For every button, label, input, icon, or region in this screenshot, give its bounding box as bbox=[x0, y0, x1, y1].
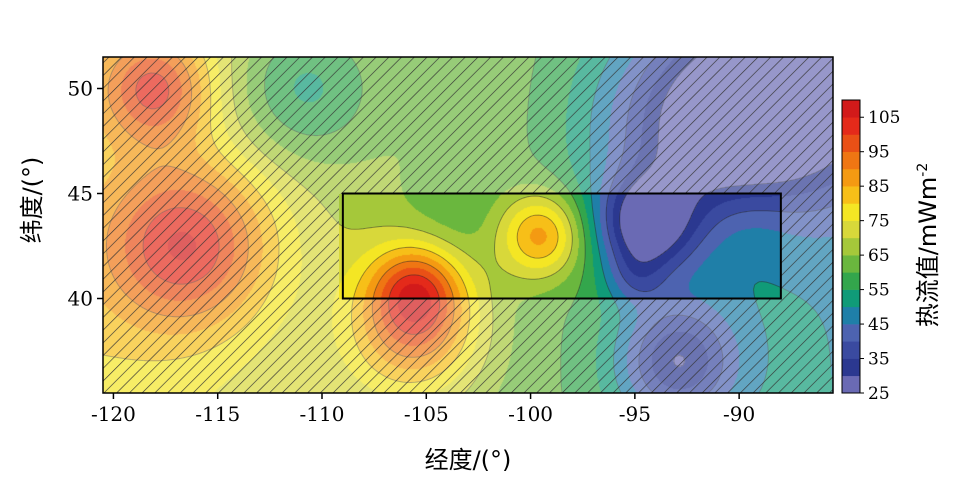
colorbar-segment bbox=[842, 186, 860, 204]
colorbar-tick-label: 105 bbox=[868, 108, 900, 128]
y-axis: 40 45 50 bbox=[68, 77, 103, 311]
y-tick-label: 40 bbox=[68, 287, 93, 311]
x-tick-label: -115 bbox=[195, 402, 240, 426]
x-axis: -120 -115 -110 -105 -100 -95 -90 bbox=[91, 393, 755, 426]
plot-frame bbox=[102, 56, 834, 394]
colorbar: 25 35 45 55 65 75 85 95 105 bbox=[841, 99, 900, 404]
y-tick-label: 45 bbox=[68, 182, 93, 206]
plot-area bbox=[102, 56, 834, 394]
x-tick-label: -120 bbox=[91, 402, 136, 426]
colorbar-tick-label: 75 bbox=[868, 212, 890, 232]
x-tick-label: -95 bbox=[619, 402, 651, 426]
x-axis-label: 经度/(°) bbox=[425, 446, 512, 474]
colorbar-segment bbox=[842, 134, 860, 153]
colorbar-segment bbox=[842, 100, 860, 118]
colorbar-segment bbox=[842, 358, 860, 377]
colorbar-tick-label: 35 bbox=[868, 350, 890, 370]
colorbar-segment bbox=[842, 289, 860, 308]
x-tick-label: -110 bbox=[300, 402, 345, 426]
colorbar-segment bbox=[842, 341, 860, 359]
colorbar-segment bbox=[842, 151, 860, 170]
colorbar-tick-label: 95 bbox=[868, 143, 890, 163]
x-tick-label: -105 bbox=[404, 402, 449, 426]
colorbar-segment bbox=[842, 203, 860, 221]
colorbar-segment bbox=[842, 117, 860, 135]
colorbar-segment bbox=[842, 168, 860, 187]
colorbar-tick-label: 65 bbox=[868, 246, 890, 266]
highlight-box bbox=[341, 192, 782, 300]
y-tick-label: 50 bbox=[68, 77, 93, 101]
colorbar-segment bbox=[842, 272, 860, 290]
colorbar-segment bbox=[842, 324, 860, 342]
colorbar-segment bbox=[842, 306, 860, 325]
colorbar-tick-label: 45 bbox=[868, 315, 890, 335]
x-tick-label: -90 bbox=[723, 402, 755, 426]
y-axis-label: 纬度/(°) bbox=[18, 157, 46, 244]
colorbar-segment bbox=[842, 220, 860, 239]
colorbar-segment bbox=[842, 237, 860, 256]
colorbar-label: 热流值/mWm-2 bbox=[914, 163, 942, 328]
colorbar-segment bbox=[842, 255, 860, 273]
colorbar-segment bbox=[842, 375, 860, 394]
x-tick-label: -100 bbox=[508, 402, 553, 426]
colorbar-tick-label: 55 bbox=[868, 281, 890, 301]
colorbar-label-exponent: -2 bbox=[915, 163, 931, 177]
colorbar-frame bbox=[841, 99, 861, 394]
colorbar-tick-label: 25 bbox=[868, 384, 890, 404]
colorbar-label-main: 热流值/mWm bbox=[914, 177, 942, 328]
colorbar-tick-label: 85 bbox=[868, 177, 890, 197]
